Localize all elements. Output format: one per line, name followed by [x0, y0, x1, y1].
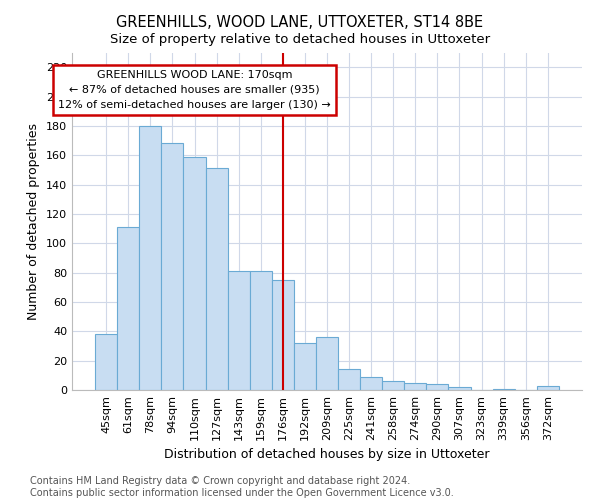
Bar — [537, 386, 559, 390]
Bar — [184, 156, 206, 390]
X-axis label: Distribution of detached houses by size in Uttoxeter: Distribution of detached houses by size … — [164, 448, 490, 462]
Y-axis label: Number of detached properties: Number of detached properties — [28, 122, 40, 320]
Bar — [338, 370, 360, 390]
Bar — [316, 337, 338, 390]
Bar — [294, 343, 316, 390]
Bar — [95, 334, 117, 390]
Bar — [493, 388, 515, 390]
Bar — [117, 227, 139, 390]
Bar — [382, 381, 404, 390]
Bar — [427, 384, 448, 390]
Text: Size of property relative to detached houses in Uttoxeter: Size of property relative to detached ho… — [110, 32, 490, 46]
Bar — [448, 387, 470, 390]
Bar — [360, 377, 382, 390]
Text: GREENHILLS, WOOD LANE, UTTOXETER, ST14 8BE: GREENHILLS, WOOD LANE, UTTOXETER, ST14 8… — [116, 15, 484, 30]
Bar — [139, 126, 161, 390]
Bar — [250, 271, 272, 390]
Bar — [161, 144, 184, 390]
Bar — [404, 382, 427, 390]
Bar — [227, 271, 250, 390]
Text: Contains HM Land Registry data © Crown copyright and database right 2024.
Contai: Contains HM Land Registry data © Crown c… — [30, 476, 454, 498]
Bar — [272, 280, 294, 390]
Text: GREENHILLS WOOD LANE: 170sqm
← 87% of detached houses are smaller (935)
12% of s: GREENHILLS WOOD LANE: 170sqm ← 87% of de… — [58, 70, 331, 110]
Bar — [206, 168, 227, 390]
